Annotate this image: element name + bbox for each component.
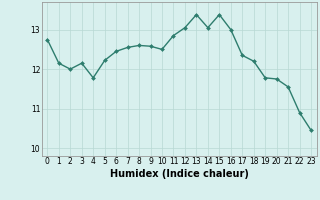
X-axis label: Humidex (Indice chaleur): Humidex (Indice chaleur)	[110, 169, 249, 179]
